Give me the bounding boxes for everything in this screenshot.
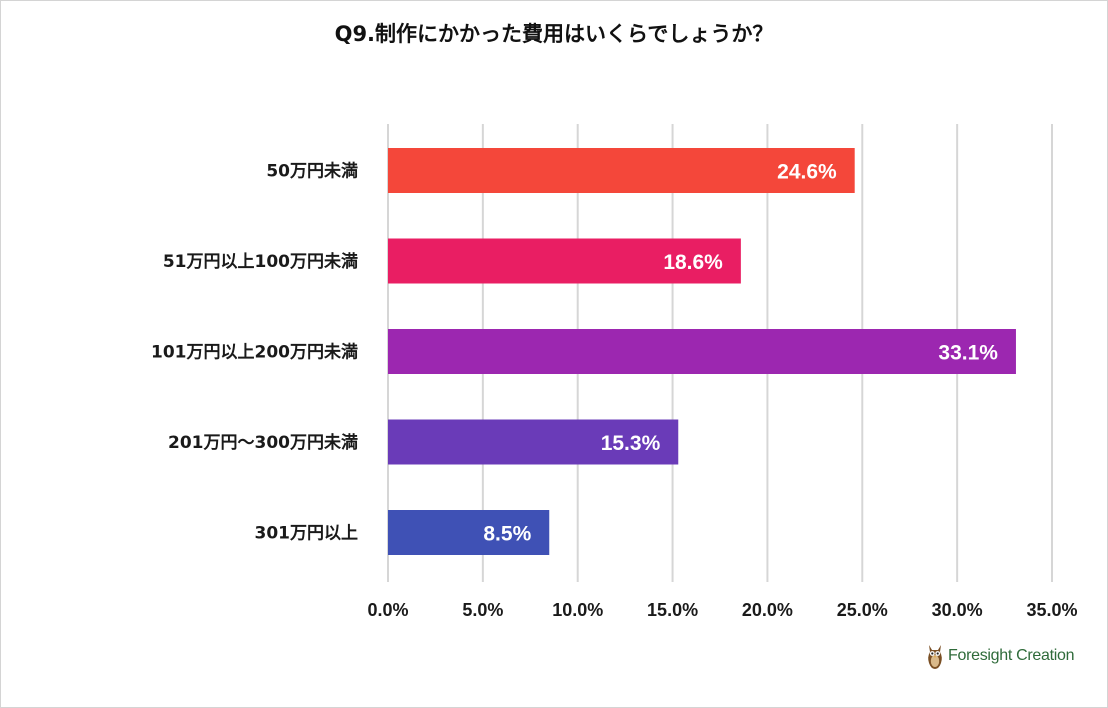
x-tick-label: 35.0% [1026,600,1077,620]
x-tick-labels: 0.0% 5.0% 10.0% 15.0% 20.0% 25.0% 30.0% 35.0% [367,600,1077,620]
x-tick-label: 5.0% [462,600,503,620]
bar [388,148,855,193]
category-label: 101万円以上200万円未満 [151,342,358,363]
bar [388,238,741,284]
logo-text: Foresight Creation [948,647,1075,664]
category-labels: 50万円未満 51万円以上100万円未満 101万円以上200万円未満 201万円〜3… [151,161,358,544]
brand-logo: Foresight Creation [926,640,1075,672]
owl-icon [928,645,942,669]
chart-title: Q9.制作にかかった費用はいくらでしょうか？ [334,22,774,46]
x-tick-label: 30.0% [932,600,983,620]
data-label: 33.1% [938,342,998,365]
data-label: 24.6% [777,161,837,184]
bar [388,329,1016,374]
data-label: 15.3% [601,432,661,455]
category-label: 201万円〜300万円未満 [168,432,358,453]
bar [388,510,550,555]
x-tick-label: 25.0% [837,600,888,620]
bar [388,419,679,465]
bars: 24.6% 18.6% 33.1% 15.3% 8.5% [388,148,1016,555]
category-label: 301万円以上 [255,524,359,544]
x-tick-label: 10.0% [552,600,603,620]
x-tick-label: 0.0% [367,600,408,620]
data-label: 8.5% [483,523,531,546]
x-tick-label: 20.0% [742,600,793,620]
data-label: 18.6% [663,251,723,274]
category-label: 51万円以上100万円未満 [163,251,358,272]
x-tick-label: 15.0% [647,600,698,620]
category-label: 50万円未満 [266,161,358,182]
